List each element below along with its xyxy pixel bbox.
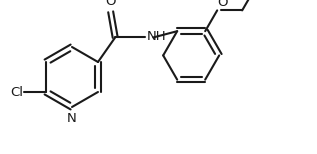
Text: N: N bbox=[67, 113, 77, 126]
Text: NH: NH bbox=[147, 30, 167, 43]
Text: O: O bbox=[218, 0, 228, 9]
Text: O: O bbox=[106, 0, 116, 8]
Text: Cl: Cl bbox=[10, 85, 23, 99]
